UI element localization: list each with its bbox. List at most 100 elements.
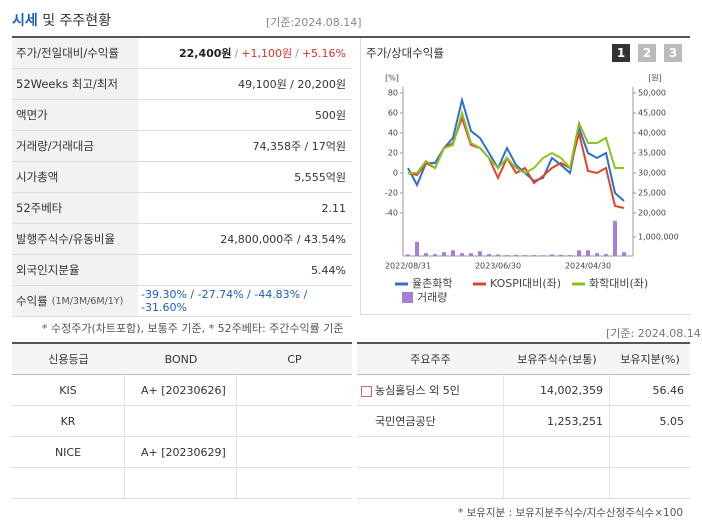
- cell: [610, 468, 690, 499]
- y2-tick-label: 25,000: [638, 189, 666, 198]
- header-cell: CP: [237, 344, 352, 375]
- volume-bar: [505, 255, 509, 256]
- value-part: +1,100원: [241, 47, 293, 60]
- title-a: 시세: [12, 13, 38, 29]
- legend-label: 율촌화학: [412, 277, 452, 290]
- row-sub: (1M/3M/6M/1Y): [51, 295, 124, 307]
- row-value: -39.30% / -27.74% / -44.83% / -31.60%: [138, 286, 352, 317]
- section-title: 시세 및 주주현황: [12, 10, 111, 30]
- y-unit: [%]: [385, 74, 399, 83]
- volume-bar: [415, 241, 419, 256]
- x-tick-label: 2022/08/31: [385, 262, 431, 271]
- holders-note: * 보유지분 : 보유지분주식수/지수산정주식수×100: [458, 507, 684, 519]
- y2-tick-label: 35,000: [638, 149, 666, 158]
- y-tick-label: 40: [388, 129, 398, 138]
- series-line: [408, 109, 624, 175]
- expand-icon[interactable]: [361, 386, 372, 397]
- row-value: 24,800,000주 / 43.54%: [138, 224, 352, 255]
- value-part: 24,800,000주 / 43.54%: [220, 233, 346, 246]
- legend-label: KOSPI대비(좌): [490, 277, 561, 290]
- y2-tick-label: 20,000: [638, 209, 666, 218]
- chart-panel: [360, 38, 691, 315]
- volume-bar: [550, 254, 554, 256]
- value-part: -39.30% / -27.74% / -44.83% / -31.60%: [141, 288, 308, 314]
- cell: [237, 375, 352, 406]
- value-part: 5.44%: [311, 263, 346, 277]
- title-b: 및 주주현황: [42, 13, 112, 29]
- y2-tick-label: 45,000: [638, 109, 666, 118]
- volume-bar: [541, 255, 545, 256]
- volume-bar: [451, 250, 455, 256]
- cell: KR: [12, 406, 125, 437]
- volume-bar: [523, 255, 527, 256]
- y2-tick-label: 40,000: [638, 129, 666, 138]
- cell: [504, 437, 610, 468]
- row-label: 시가총액: [12, 162, 138, 193]
- value-part: 500원: [314, 109, 346, 122]
- row-value: 74,358주 / 17억원: [138, 131, 352, 162]
- row-label: 주가/전일대비/수익률: [12, 38, 138, 69]
- rule: [12, 342, 352, 344]
- row-value: 5.44%: [138, 255, 352, 286]
- cell: [504, 468, 610, 499]
- volume-tick-label: 1,000,000: [638, 233, 679, 242]
- volume-bar: [586, 250, 590, 256]
- date: [기준:2024.08.14]: [266, 16, 362, 29]
- cell: [357, 437, 504, 468]
- cell: NICE: [12, 437, 125, 468]
- y2-unit: [원]: [648, 74, 662, 83]
- cell: 국민연금공단: [357, 406, 504, 437]
- volume-bar: [487, 254, 491, 256]
- volume-bar: [442, 252, 446, 256]
- volume-bar: [532, 255, 536, 256]
- y-tick-label: -40: [385, 209, 398, 218]
- row-value: 500원: [138, 100, 352, 131]
- volume-bar: [604, 254, 608, 256]
- row-label: 발행주식수/유동비율: [12, 224, 138, 255]
- volume-bar: [460, 253, 464, 256]
- cell: [237, 437, 352, 468]
- cell: [357, 468, 504, 499]
- value-part: 22,400원: [178, 47, 232, 60]
- volume-bar: [496, 254, 500, 256]
- volume-bar: [406, 254, 410, 256]
- header-cell: 보유주식수(보통): [504, 344, 610, 375]
- cell: [237, 406, 352, 437]
- row-label: 52주베타: [12, 193, 138, 224]
- rule: [12, 36, 690, 38]
- chart-button[interactable]: 1: [612, 44, 630, 62]
- volume-bar: [433, 254, 437, 256]
- legend-swatch: [402, 292, 413, 303]
- legend-label: 거래량: [417, 291, 447, 304]
- value-part: +5.16%: [301, 46, 346, 60]
- header-cell: 주요주주: [357, 344, 504, 375]
- cell: A+ [20230626]: [125, 375, 237, 406]
- value-part: 74,358주 / 17억원: [252, 140, 346, 153]
- cell: [125, 468, 237, 499]
- cell: 14,002,359: [504, 375, 610, 406]
- volume-bar: [595, 253, 599, 256]
- chart-button[interactable]: 3: [664, 44, 682, 62]
- cell: A+ [20230629]: [125, 437, 237, 468]
- header-cell: BOND: [125, 344, 237, 375]
- holders-date: [기준: 2024.08.14]: [606, 327, 702, 340]
- cell: [610, 437, 690, 468]
- cell: [237, 468, 352, 499]
- header-cell: 신용등급: [12, 344, 125, 375]
- row-label: 외국인지분율: [12, 255, 138, 286]
- cell: [12, 468, 125, 499]
- chart-button[interactable]: 2: [638, 44, 656, 62]
- row-value: 2.11: [138, 193, 352, 224]
- series-line: [407, 96, 625, 202]
- row-value: 22,400원 / +1,100원 / +5.16%: [138, 38, 352, 69]
- volume-bar: [469, 253, 473, 256]
- y2-tick-label: 50,000: [638, 89, 666, 98]
- note: * 수정주가(차트포함), 보통주 기준, * 52주베타: 주간수익률 기준: [42, 322, 344, 335]
- row-label: 수익률 (1M/3M/6M/1Y): [12, 286, 138, 317]
- value-part: 49,100원 / 20,200원: [238, 78, 346, 91]
- row-label: 거래량/거래대금: [12, 131, 138, 162]
- volume-bar: [424, 253, 428, 256]
- y2-tick-label: 30,000: [638, 169, 666, 178]
- cell: KIS: [12, 375, 125, 406]
